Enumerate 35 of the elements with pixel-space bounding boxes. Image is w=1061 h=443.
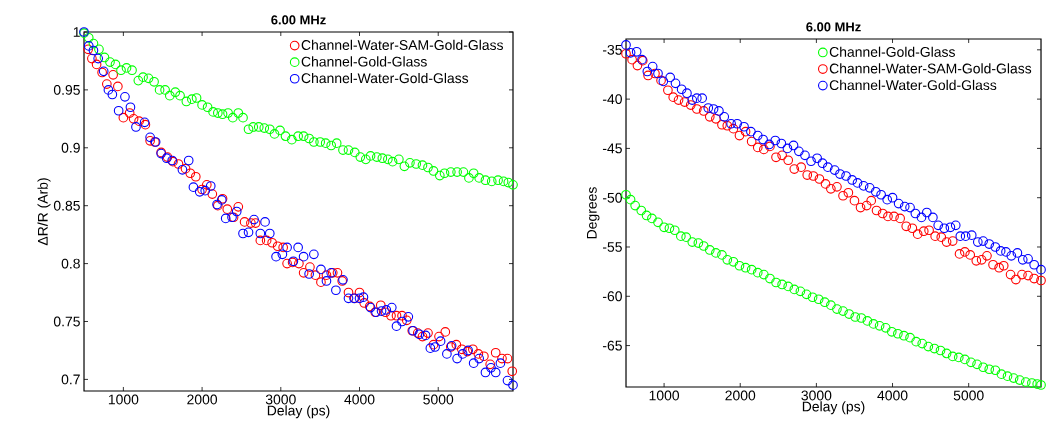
- x-tick-label: 3000: [801, 390, 832, 401]
- legend-label: Channel-Gold-Glass: [829, 46, 955, 57]
- x-tick-label: 2000: [187, 394, 218, 405]
- chart-title: 6.00 MHz: [271, 15, 326, 25]
- x-axis-title: Delay (ps): [802, 401, 865, 415]
- y-tick-label: -50: [602, 192, 622, 203]
- chart-title: 6.00 MHz: [806, 22, 861, 32]
- x-tick-label: 2000: [725, 390, 756, 401]
- y-tick-label: -45: [602, 143, 622, 154]
- y-tick-label: -65: [602, 340, 622, 351]
- x-axis-title: Delay (ps): [267, 405, 330, 419]
- y-tick-label: 0.85: [53, 200, 80, 211]
- legend-label: Channel-Water-Gold-Glass: [829, 79, 997, 91]
- y-axis-title: Degrees: [587, 187, 600, 239]
- y-tick-label: 0.95: [53, 84, 80, 95]
- x-tick-label: 5000: [953, 390, 984, 401]
- y-tick-label: 0.9: [61, 142, 80, 153]
- legend-label: Channel-Gold-Glass: [301, 56, 427, 67]
- x-tick-label: 1000: [649, 390, 680, 401]
- legend-label: Channel-Water-Gold-Glass: [301, 72, 469, 84]
- y-tick-label: 0.7: [61, 374, 80, 385]
- x-tick-label: 4000: [344, 394, 375, 405]
- legend-label: Channel-Water-SAM-Gold-Glass: [829, 63, 1032, 74]
- y-tick-label: -55: [602, 242, 622, 252]
- legend-label: Channel-Water-SAM-Gold-Glass: [301, 39, 504, 51]
- x-tick-label: 5000: [423, 394, 454, 405]
- y-tick-label: 0.75: [53, 316, 80, 327]
- y-tick-label: -60: [602, 291, 622, 302]
- y-tick-label: -40: [602, 94, 622, 105]
- x-tick-label: 4000: [877, 390, 908, 401]
- y-axis-title: ΔR/R (Arb): [37, 178, 51, 246]
- y-tick-label: -35: [602, 44, 622, 55]
- x-tick-label: 3000: [265, 394, 296, 405]
- x-tick-label: 1000: [108, 394, 139, 405]
- y-tick-label: 0.8: [61, 258, 80, 269]
